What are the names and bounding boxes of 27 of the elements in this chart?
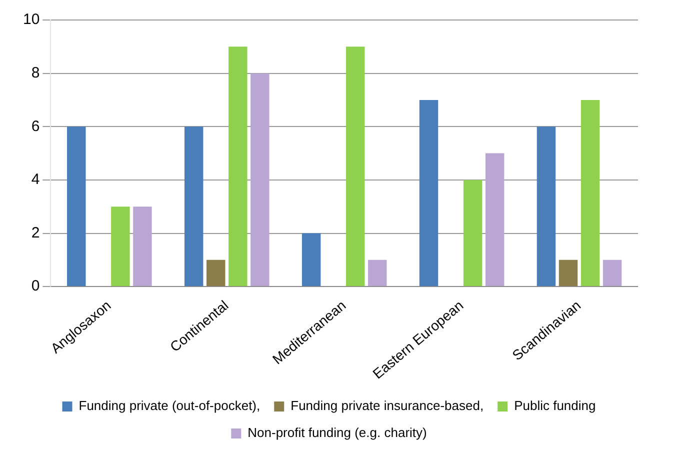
bar [463,180,482,286]
bar [602,260,622,286]
legend-label: Funding private insurance-based, [290,398,484,414]
y-tick-label: 2 [31,224,40,242]
bar [184,126,204,286]
bar [67,126,86,286]
legend-label: Public funding [514,398,596,414]
legend-label: Non-profit funding (e.g. charity) [248,425,427,440]
bar [419,100,438,286]
bar [111,206,130,286]
bar [346,46,365,286]
y-tick-label: 10 [22,11,40,28]
bar [206,260,226,286]
bar [368,260,387,286]
bar [536,126,556,286]
y-tick-label: 6 [31,118,40,135]
legend-label: Funding private (out-of-pocket), [78,398,260,414]
bar [228,46,248,286]
bar [302,233,321,286]
bar [250,73,270,286]
y-tick-label: 0 [31,278,40,295]
y-tick-label: 4 [31,171,40,188]
bar [558,260,578,286]
bar [133,206,152,286]
bar [485,153,504,286]
y-tick-label: 8 [31,64,40,82]
bar [580,100,600,286]
